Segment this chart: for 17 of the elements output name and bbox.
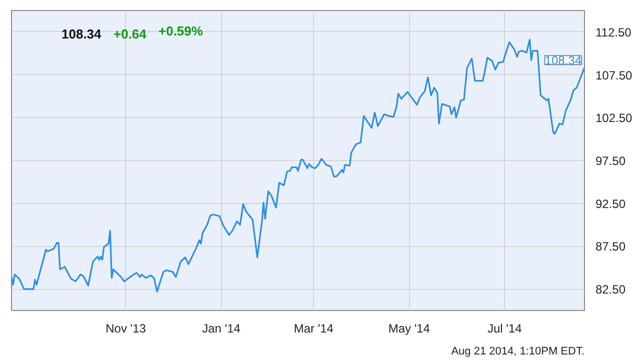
text: 108.34 [62, 26, 102, 42]
y-tick-label: 82.50 [596, 282, 626, 297]
x-tick-label: Nov '13 [106, 322, 146, 336]
x-tick-label: Jan '14 [202, 322, 241, 336]
line-series [12, 38, 584, 292]
y-tick-label: 92.50 [596, 196, 626, 211]
annotation: +0.59% [158, 24, 204, 38]
y-tick-label: 102.50 [596, 111, 633, 126]
x-tick-label: May '14 [388, 322, 430, 336]
y-tick-label: 97.50 [596, 154, 626, 168]
y-tick-label: 107.50 [596, 68, 633, 82]
y-tick-label: 112.50 [596, 25, 632, 40]
annotation: +0.64 [114, 26, 148, 42]
y-tick-label: 87.50 [596, 240, 626, 254]
text: Aug 21 2014, 1:10PM EDT. [451, 346, 585, 358]
x-tick-label: Mar '14 [294, 322, 334, 336]
x-tick-label: Jul '14 [488, 322, 522, 336]
